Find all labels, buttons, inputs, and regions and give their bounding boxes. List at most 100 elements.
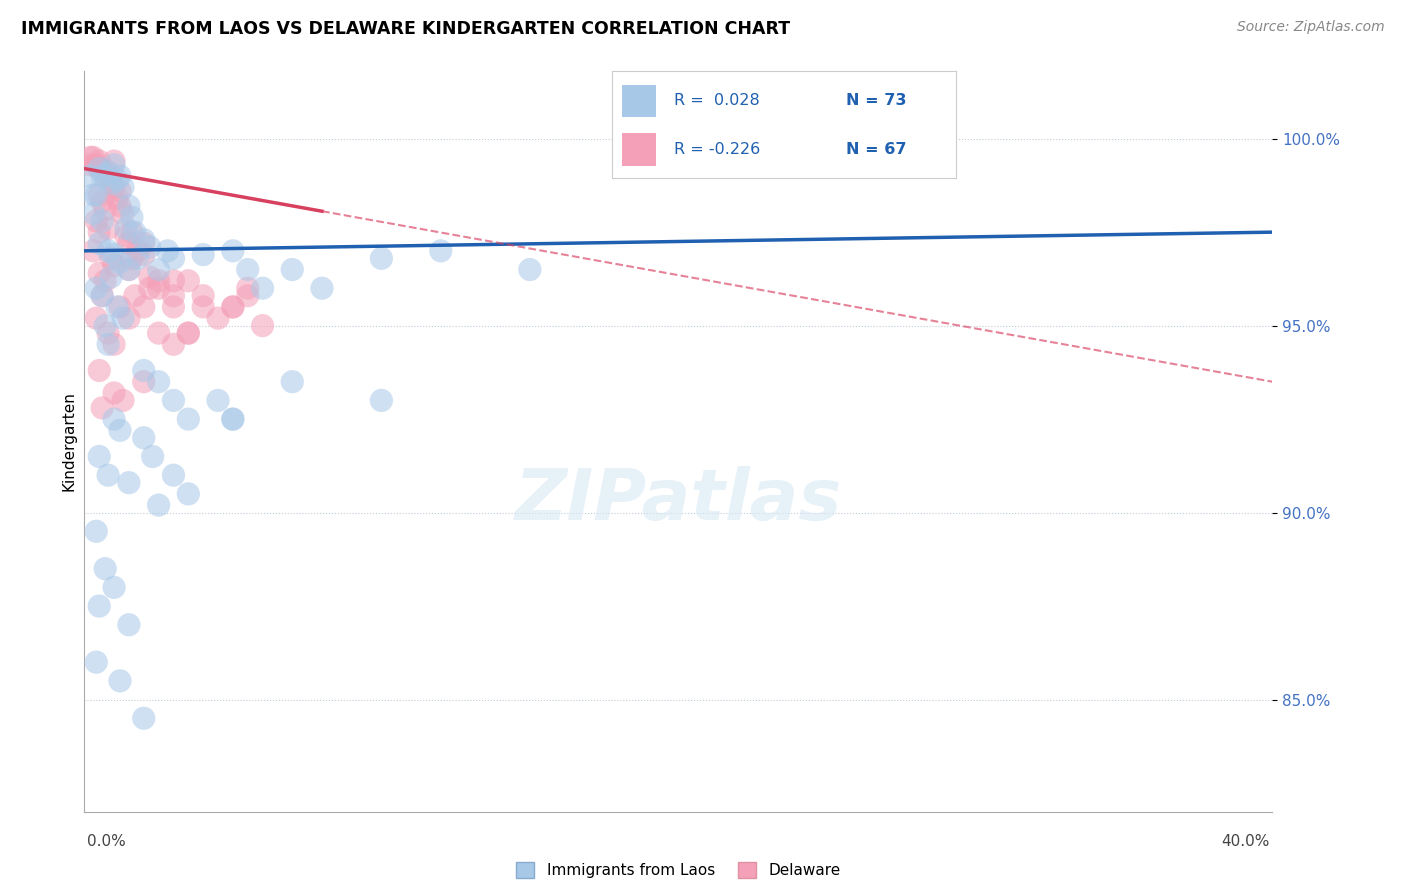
Point — [89, 450, 111, 464]
Point — [91, 401, 114, 415]
Point — [132, 711, 155, 725]
Point — [84, 187, 107, 202]
Point — [132, 236, 155, 251]
Point — [370, 393, 392, 408]
Point — [177, 326, 200, 340]
Text: R =  0.028: R = 0.028 — [673, 93, 759, 108]
Point — [105, 173, 128, 187]
Point — [82, 206, 104, 220]
Point — [281, 262, 304, 277]
Point — [91, 214, 114, 228]
Point — [103, 247, 125, 261]
Point — [138, 240, 160, 254]
Point — [82, 244, 104, 258]
Point — [118, 236, 141, 251]
Point — [100, 177, 122, 191]
Point — [84, 311, 107, 326]
Point — [177, 487, 200, 501]
FancyBboxPatch shape — [621, 134, 657, 166]
Point — [94, 169, 117, 183]
Point — [905, 150, 928, 164]
Point — [115, 221, 138, 235]
Point — [84, 281, 107, 295]
Point — [108, 184, 131, 198]
Point — [222, 300, 245, 314]
Text: 40.0%: 40.0% — [1222, 834, 1270, 848]
Point — [118, 617, 141, 632]
Point — [89, 363, 111, 377]
Point — [127, 252, 149, 266]
Point — [103, 154, 125, 169]
Point — [94, 318, 117, 333]
Point — [89, 236, 111, 251]
Point — [91, 195, 114, 210]
Point — [236, 281, 259, 295]
Point — [222, 300, 245, 314]
Y-axis label: Kindergarten: Kindergarten — [60, 392, 76, 491]
Point — [162, 289, 184, 303]
Point — [103, 412, 125, 426]
Point — [142, 450, 165, 464]
Point — [89, 599, 111, 613]
Point — [84, 214, 107, 228]
Point — [84, 655, 107, 669]
Point — [111, 311, 134, 326]
Point — [121, 210, 143, 224]
Point — [89, 225, 111, 239]
Point — [84, 158, 107, 172]
Point — [127, 244, 149, 258]
Point — [121, 252, 143, 266]
Point — [97, 468, 120, 483]
Point — [103, 259, 125, 273]
Point — [132, 375, 155, 389]
Point — [108, 199, 131, 213]
Point — [222, 412, 245, 426]
Text: R = -0.226: R = -0.226 — [673, 142, 759, 157]
Point — [82, 150, 104, 164]
Text: 0.0%: 0.0% — [87, 834, 127, 848]
Point — [97, 337, 120, 351]
Point — [100, 173, 122, 187]
Point — [91, 161, 114, 176]
Text: N = 73: N = 73 — [846, 93, 907, 108]
Point — [148, 498, 170, 512]
Point — [103, 158, 125, 172]
Point — [100, 252, 122, 266]
Point — [148, 274, 170, 288]
Point — [148, 326, 170, 340]
Text: Source: ZipAtlas.com: Source: ZipAtlas.com — [1237, 20, 1385, 34]
Point — [118, 311, 141, 326]
Point — [148, 262, 170, 277]
Point — [132, 247, 155, 261]
Point — [108, 255, 131, 269]
FancyBboxPatch shape — [621, 86, 657, 118]
Point — [177, 326, 200, 340]
Point — [191, 247, 215, 261]
Point — [191, 289, 215, 303]
Point — [79, 169, 101, 183]
Point — [252, 318, 274, 333]
Point — [162, 468, 184, 483]
Point — [79, 158, 101, 172]
Point — [108, 300, 131, 314]
Point — [89, 187, 111, 202]
Point — [124, 225, 146, 239]
Point — [162, 252, 184, 266]
Point — [89, 154, 111, 169]
Point — [138, 281, 160, 295]
Point — [103, 337, 125, 351]
Point — [94, 274, 117, 288]
Point — [94, 202, 117, 217]
Point — [94, 169, 117, 183]
Point — [191, 300, 215, 314]
Point — [108, 673, 131, 688]
Point — [222, 412, 245, 426]
Point — [91, 289, 114, 303]
Point — [162, 337, 184, 351]
Point — [118, 262, 141, 277]
Point — [162, 300, 184, 314]
Point — [94, 562, 117, 576]
Text: N = 67: N = 67 — [846, 142, 907, 157]
Point — [84, 524, 107, 539]
Point — [148, 375, 170, 389]
